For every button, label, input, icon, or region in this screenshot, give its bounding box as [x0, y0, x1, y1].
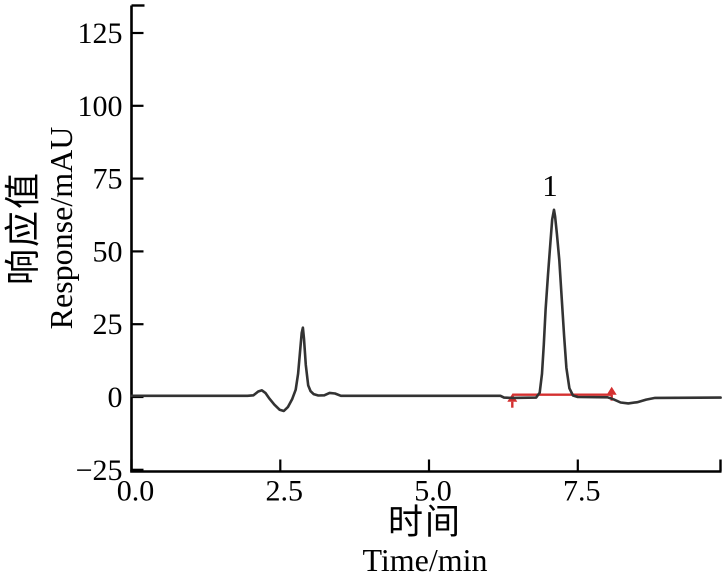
peak-1-label: 1 — [542, 168, 558, 203]
x-tick-label: 5.0 — [414, 475, 452, 508]
y-axis-title: 响应值 Response/mAU — [3, 127, 79, 330]
x-tick-label: 0.0 — [117, 475, 155, 508]
tick-labels: −25 0 25 50 75 100 125 0.0 2.5 5.0 7.5 — [76, 17, 601, 508]
y-tick-label: 100 — [78, 90, 123, 123]
x-tick-label: 7.5 — [563, 475, 601, 508]
y-tick-label: 25 — [93, 308, 123, 341]
y-tick-label: 75 — [93, 163, 123, 196]
y-axis-title-zh: 响应值 — [3, 171, 43, 286]
chromatogram-trace — [130, 208, 722, 413]
arrow-head — [606, 386, 617, 395]
x-axis-title-zh: 时间 — [387, 503, 463, 542]
x-axis-title: 时间 Time/min — [362, 504, 487, 575]
x-axis-title-en: Time/min — [362, 542, 488, 575]
y-axis-title-en: Response/mAU — [43, 126, 79, 330]
y-tick-label: 125 — [78, 17, 123, 50]
y-tick-label: −25 — [76, 454, 123, 487]
y-tick-label: 0 — [108, 381, 123, 414]
trace-layer — [130, 208, 722, 413]
x-tick-label: 2.5 — [266, 475, 304, 508]
y-tick-label: 50 — [93, 235, 123, 268]
